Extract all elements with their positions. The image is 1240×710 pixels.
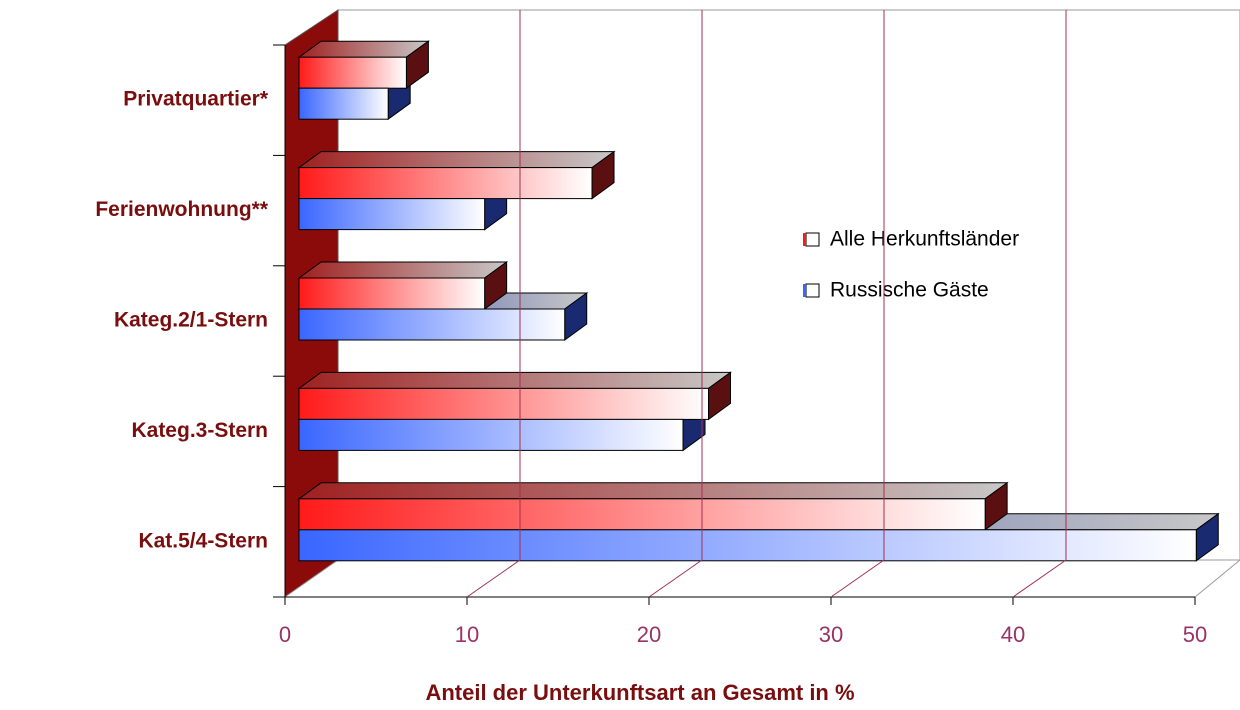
category-label: Kat.5/4-Stern [138, 529, 268, 552]
x-tick-label: 50 [1183, 622, 1207, 647]
x-tick-label: 10 [455, 622, 479, 647]
bar [298, 498, 986, 531]
legend-label: Russische Gäste [830, 279, 989, 302]
bar-top [297, 482, 1009, 500]
legend-swatch [805, 232, 820, 247]
bar [298, 529, 1197, 562]
x-axis-title: Anteil der Unterkunftsart an Gesamt in % [425, 680, 854, 705]
bar [298, 56, 407, 89]
x-tick-label: 40 [1001, 622, 1025, 647]
grid-line [466, 559, 521, 598]
bar [298, 167, 593, 200]
legend-swatch [805, 283, 820, 298]
bar [298, 198, 486, 231]
category-label: Privatquartier* [123, 88, 269, 111]
category-label: Ferienwohnung** [95, 198, 268, 221]
category-label: Kateg.3-Stern [131, 419, 268, 442]
legend-swatch-edge [803, 284, 806, 297]
bar-top [297, 261, 509, 279]
bars [297, 40, 1220, 562]
bar [298, 308, 566, 341]
floor [283, 559, 1240, 598]
category-label: Kateg.2/1-Stern [114, 309, 268, 332]
x-tick-label: 20 [637, 622, 661, 647]
grid-line [830, 559, 885, 598]
bar-top [297, 371, 733, 389]
legend-label: Alle Herkunftsländer [830, 228, 1019, 251]
grid-line [1012, 559, 1067, 598]
x-tick-label: 30 [819, 622, 843, 647]
legend-swatch-edge [803, 233, 806, 246]
x-tick-label: 0 [279, 622, 291, 647]
bar [298, 418, 684, 451]
bar-top [297, 151, 616, 169]
bar [298, 277, 486, 310]
bar [298, 387, 709, 420]
grid-line [648, 559, 703, 598]
bar [298, 87, 389, 120]
